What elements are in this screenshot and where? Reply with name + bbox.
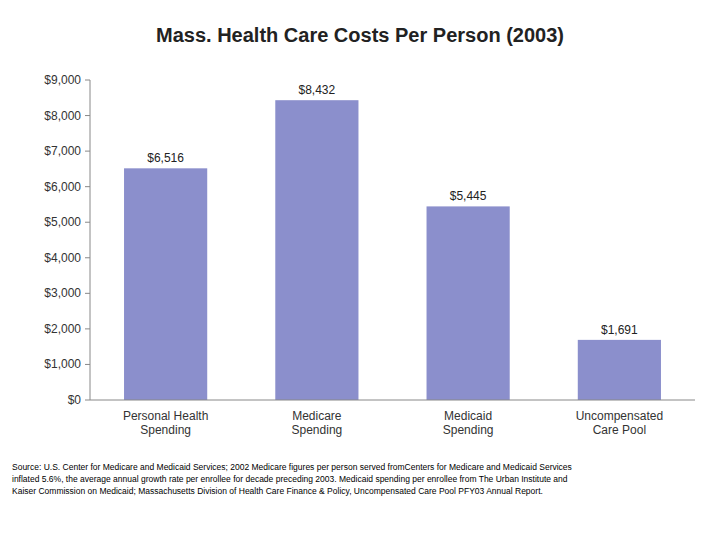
text-line: Personal Health — [123, 409, 208, 423]
data-label: $5,445 — [450, 189, 487, 203]
tick-mark — [85, 80, 90, 81]
y-axis-line — [90, 80, 91, 400]
tick-label: $4,000 — [44, 251, 81, 265]
tick-mark — [85, 257, 90, 258]
text-line: Spending — [292, 423, 343, 437]
text-line: Care Pool — [593, 423, 646, 437]
tick-mark — [85, 400, 90, 401]
tick-label: $1,000 — [44, 357, 81, 371]
text-line: Medicare — [292, 409, 342, 423]
tick-label: $3,000 — [44, 286, 81, 300]
tick-mark — [85, 186, 90, 187]
x-axis-line — [90, 400, 695, 401]
tick-mark — [85, 151, 90, 152]
bar — [275, 100, 358, 400]
chart: Mass. Health Care Costs Per Person (2003… — [0, 0, 720, 540]
y-axis: $0 $1,000 $2,000 $3,000 $4,000 $5,000 $6,000 $7… — [44, 73, 90, 407]
tick-label: $5,000 — [44, 215, 81, 229]
footer-note: Source: U.S. Center for Medicare and Med… — [12, 462, 572, 496]
tick-label: $9,000 — [44, 73, 81, 87]
bars — [124, 100, 661, 400]
tick-label: $2,000 — [44, 322, 81, 336]
text-line: inflated 5.6%, the average annual growth… — [12, 474, 568, 484]
text-line: Source: U.S. Center for Medicare and Med… — [12, 462, 572, 472]
tick-label: $8,000 — [44, 109, 81, 123]
text-line: Spending — [443, 423, 494, 437]
bar — [124, 168, 207, 400]
category-label: UncompensatedCare Pool — [576, 409, 663, 437]
x-axis: Personal HealthSpendingMedicareSpendingM… — [123, 409, 663, 437]
bar — [578, 340, 661, 400]
text-line: Spending — [140, 423, 191, 437]
text-line: Uncompensated — [576, 409, 663, 423]
tick-label: $6,000 — [44, 180, 81, 194]
tick-mark — [85, 293, 90, 294]
category-label: Personal HealthSpending — [123, 409, 208, 437]
tick-label: $7,000 — [44, 144, 81, 158]
tick-mark — [85, 328, 90, 329]
bar — [427, 206, 510, 400]
title: Mass. Health Care Costs Per Person (2003… — [156, 24, 564, 46]
text-line: Kaiser Commission on Medicaid; Massachus… — [12, 486, 543, 496]
category-label: MedicareSpending — [292, 409, 343, 437]
text-line: Medicaid — [444, 409, 492, 423]
tick-label: $0 — [68, 393, 82, 407]
tick-mark — [85, 222, 90, 223]
tick-mark — [85, 364, 90, 365]
data-label: $1,691 — [601, 323, 638, 337]
data-label: $8,432 — [299, 83, 336, 97]
data-labels: $6,516 $8,432 $5,445 $1,691 — [147, 83, 638, 337]
category-label: MedicaidSpending — [443, 409, 494, 437]
tick-mark — [85, 115, 90, 116]
data-label: $6,516 — [147, 151, 184, 165]
